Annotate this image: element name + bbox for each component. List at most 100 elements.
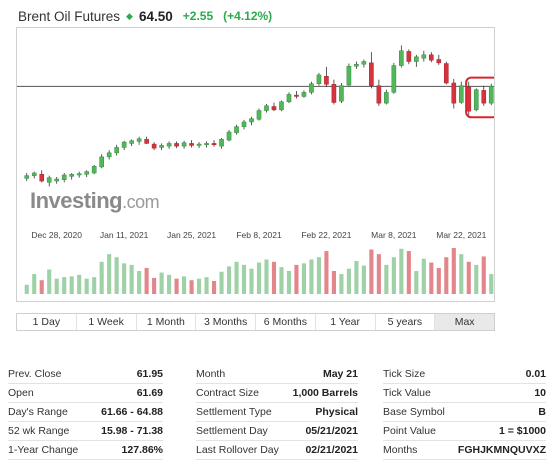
highlight-box xyxy=(465,76,494,119)
tab-1-month[interactable]: 1 Month xyxy=(137,314,197,330)
volume-bar xyxy=(436,267,441,294)
candle-body xyxy=(324,76,329,85)
stat-row-settlement-day: Settlement Day 05/21/2021 xyxy=(196,422,358,441)
volume-bar xyxy=(24,284,29,294)
volume-bar xyxy=(369,249,374,294)
volume-bar xyxy=(152,277,157,294)
candle-body xyxy=(436,59,442,64)
volume-bar xyxy=(241,264,247,294)
candle-body xyxy=(361,61,367,65)
candle-body xyxy=(249,118,254,123)
candle-body xyxy=(234,126,239,133)
candle-body xyxy=(279,101,284,111)
volume-bar xyxy=(316,257,321,294)
volume-bar xyxy=(99,261,104,294)
candle-body xyxy=(204,143,209,146)
quote-stats-col-2: Month May 21 Contract Size 1,000 Barrels S… xyxy=(196,365,358,460)
stat-row-52wk-range: 52 wk Range 15.98 - 71.38 xyxy=(8,422,163,441)
candle-body xyxy=(46,177,52,183)
candle-body xyxy=(136,138,142,142)
volume-bar xyxy=(197,278,202,294)
candle-body xyxy=(129,140,134,144)
candle-body xyxy=(443,63,449,84)
price-chart-svg: 45.0050.0055.0060.0064.50Dec 28, 2020Jan… xyxy=(17,45,494,294)
candle-body xyxy=(481,90,487,104)
volume-bar xyxy=(234,261,239,294)
candle-body xyxy=(76,173,82,176)
candle-body xyxy=(286,94,292,103)
tab-1-week[interactable]: 1 Week xyxy=(77,314,137,330)
stat-row-1yr-change: 1-Year Change 127.86% xyxy=(8,441,163,460)
candle-body xyxy=(451,82,457,104)
volume-bar xyxy=(256,262,262,294)
stat-label: Month xyxy=(196,368,226,380)
candle-body xyxy=(414,56,419,62)
volume-bar xyxy=(421,258,426,294)
stat-label: 52 wk Range xyxy=(8,425,70,437)
volume-bar xyxy=(189,280,194,294)
stat-value: 1 = $1000 xyxy=(498,425,546,437)
candle-body xyxy=(166,143,172,147)
candle-body xyxy=(24,175,30,179)
price-chart[interactable]: 45.0050.0055.0060.0064.50Dec 28, 2020Jan… xyxy=(16,27,495,302)
candle-body xyxy=(301,92,307,97)
volume-bar xyxy=(174,278,179,294)
stat-label: Prev. Close xyxy=(8,368,62,380)
candle-body xyxy=(384,92,389,104)
volume-bar xyxy=(92,277,97,294)
tab-1-day[interactable]: 1 Day xyxy=(17,314,77,330)
candle-body xyxy=(39,174,45,182)
volume-bar xyxy=(324,251,329,294)
stat-row-prev-close: Prev. Close 61.95 xyxy=(8,365,163,384)
volume-bar xyxy=(279,267,284,294)
volume-bar xyxy=(167,274,172,294)
stat-label: 1-Year Change xyxy=(8,444,79,456)
volume-bar xyxy=(376,254,381,294)
stat-row-months: Months FGHJKMNQUVXZ xyxy=(383,441,546,460)
candle-body xyxy=(339,85,344,102)
stat-row-base-symbol: Base Symbol B xyxy=(383,403,546,422)
volume-bar xyxy=(47,269,52,294)
stat-value: B xyxy=(538,406,546,418)
tab-5-years[interactable]: 5 years xyxy=(376,314,436,330)
tab-max[interactable]: Max xyxy=(435,314,494,330)
x-tick-label: Jan 25, 2021 xyxy=(167,230,216,240)
stat-label: Months xyxy=(383,444,418,456)
candle-body xyxy=(151,143,157,149)
candle-body xyxy=(406,51,412,62)
stat-value: 61.69 xyxy=(136,387,163,399)
stat-label: Base Symbol xyxy=(383,406,445,418)
volume-bar xyxy=(474,264,479,294)
candle-body xyxy=(309,83,314,93)
last-price: 64.50 xyxy=(138,8,173,24)
stat-label: Tick Size xyxy=(383,368,426,380)
stat-value: 61.66 - 64.88 xyxy=(101,406,163,418)
candle-body xyxy=(466,86,472,112)
candle-body xyxy=(346,65,352,86)
logo-brand: Investing xyxy=(30,188,123,213)
stat-row-month: Month May 21 xyxy=(196,365,358,384)
stat-row-tick-size: Tick Size 0.01 xyxy=(383,365,546,384)
volume-bar xyxy=(84,278,89,294)
tab-1-year[interactable]: 1 Year xyxy=(316,314,376,330)
candle-body xyxy=(391,65,397,93)
stat-label: Day's Range xyxy=(8,406,68,418)
x-tick-label: Feb 22, 2021 xyxy=(301,230,351,240)
candle-body xyxy=(144,139,149,144)
volume-bar xyxy=(429,262,434,294)
stat-label: Last Rollover Day xyxy=(196,444,279,456)
tab-6-months[interactable]: 6 Months xyxy=(256,314,316,330)
stat-row-last-rollover: Last Rollover Day 02/21/2021 xyxy=(196,441,358,460)
volume-bar xyxy=(414,271,419,294)
volume-bar xyxy=(129,264,134,294)
stat-row-tick-value: Tick Value 10 xyxy=(383,384,546,403)
tab-3-months[interactable]: 3 Months xyxy=(196,314,256,330)
candle-body xyxy=(84,171,89,175)
volume-bar xyxy=(271,261,277,294)
candle-body xyxy=(121,141,127,148)
stat-row-open: Open 61.69 xyxy=(8,384,163,403)
volume-bar xyxy=(459,254,464,294)
volume-bar xyxy=(249,268,254,294)
price-change: +2.55 xyxy=(182,9,214,23)
time-range-tabs: 1 Day 1 Week 1 Month 3 Months 6 Months 1… xyxy=(16,313,495,331)
